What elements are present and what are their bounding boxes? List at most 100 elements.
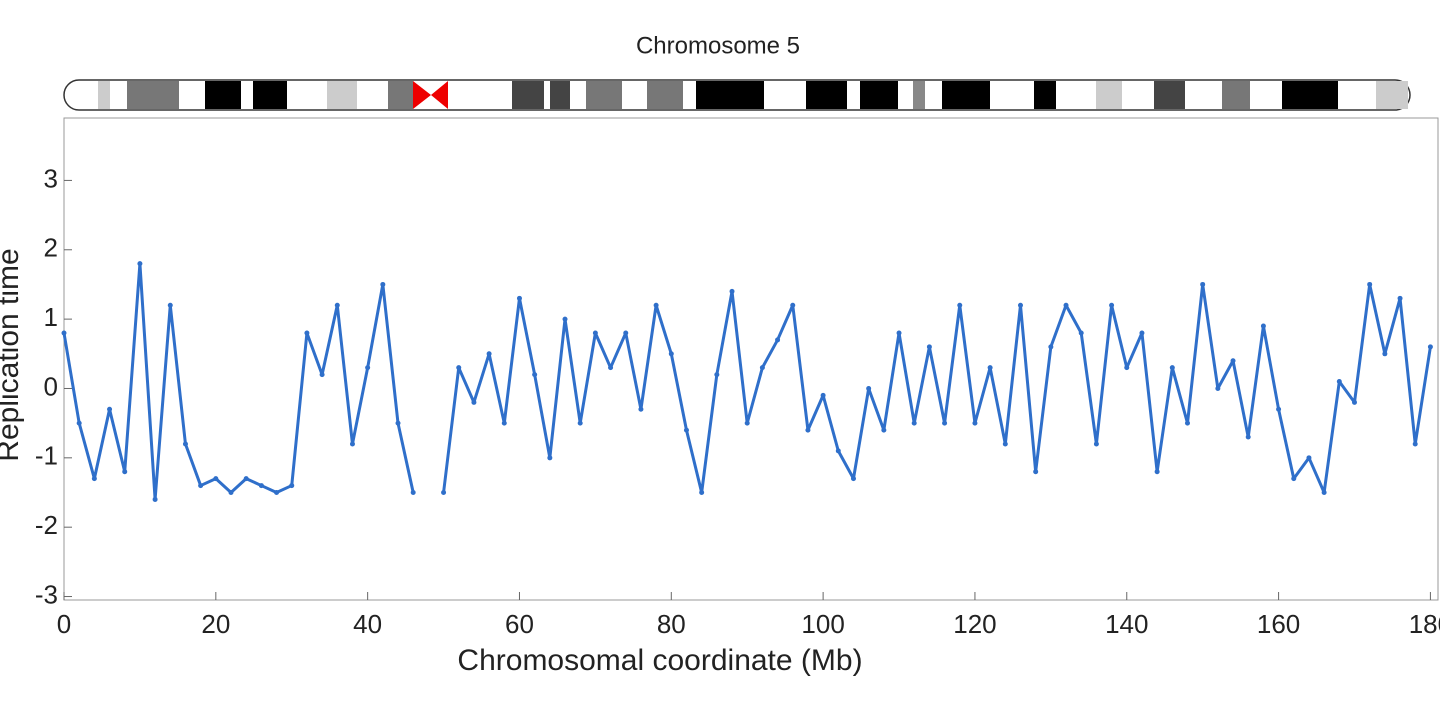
data-point: [653, 302, 659, 308]
data-line: [442, 282, 1432, 495]
data-line: [62, 262, 415, 501]
data-point: [1351, 399, 1357, 405]
x-tick-label: 140: [1105, 609, 1148, 639]
data-point: [456, 365, 462, 371]
data-point: [107, 406, 113, 412]
data-point: [775, 337, 781, 343]
data-point: [486, 351, 492, 357]
data-point: [1109, 302, 1115, 308]
y-tick-label: -2: [35, 510, 58, 540]
data-point: [1200, 281, 1206, 287]
data-point: [1063, 302, 1069, 308]
data-point: [1230, 358, 1236, 364]
data-point: [441, 490, 447, 496]
data-point: [668, 351, 674, 357]
data-point: [167, 302, 173, 308]
data-point: [410, 490, 416, 496]
data-point: [1154, 469, 1160, 475]
data-point: [274, 490, 280, 496]
chart-title: Chromosome 5: [636, 32, 800, 59]
data-point: [638, 406, 644, 412]
data-point: [1033, 469, 1039, 475]
data-point: [380, 281, 386, 287]
data-point: [289, 483, 295, 489]
data-point: [365, 365, 371, 371]
data-point: [729, 288, 735, 294]
data-point: [1048, 344, 1054, 350]
y-tick-label: 0: [44, 371, 58, 401]
data-point: [243, 476, 249, 482]
x-tick-label: 80: [657, 609, 686, 639]
data-point: [835, 448, 841, 454]
data-point: [881, 427, 887, 433]
ideogram: [63, 79, 1411, 111]
data-point: [152, 496, 158, 502]
data-point: [820, 392, 826, 398]
y-tick-label: 1: [44, 302, 58, 332]
x-axis-label: Chromosomal coordinate (Mb): [457, 644, 862, 677]
data-point: [714, 372, 720, 378]
x-tick-label: 120: [953, 609, 996, 639]
data-point: [1291, 476, 1297, 482]
data-point: [911, 420, 917, 426]
data-point: [577, 420, 583, 426]
data-point: [137, 261, 143, 267]
y-tick-label: -3: [35, 579, 58, 609]
data-point: [182, 441, 188, 447]
data-point: [1306, 455, 1312, 461]
x-tick-label: 0: [57, 609, 71, 639]
data-point: [1427, 344, 1433, 350]
y-tick-label: -1: [35, 441, 58, 471]
data-point: [1078, 330, 1084, 336]
data-point: [319, 372, 325, 378]
data-point: [744, 420, 750, 426]
data-point: [258, 483, 264, 489]
data-point: [1093, 441, 1099, 447]
data-point: [850, 476, 856, 482]
data-point: [334, 302, 340, 308]
data-point: [1017, 302, 1023, 308]
data-point: [1184, 420, 1190, 426]
data-point: [1002, 441, 1008, 447]
data-point: [471, 399, 477, 405]
data-point: [1321, 490, 1327, 496]
data-point: [1169, 365, 1175, 371]
data-point: [1382, 351, 1388, 357]
data-point: [957, 302, 963, 308]
bands: [98, 81, 1408, 109]
data-point: [76, 420, 82, 426]
data-point: [623, 330, 629, 336]
data-point: [699, 490, 705, 496]
data-point: [562, 316, 568, 322]
data-point: [61, 330, 67, 336]
data-point: [987, 365, 993, 371]
data-point: [896, 330, 902, 336]
data-point: [866, 385, 872, 391]
data-point: [1260, 323, 1266, 329]
data-point: [1367, 281, 1373, 287]
x-tick-label: 40: [353, 609, 382, 639]
data-point: [304, 330, 310, 336]
data-point: [228, 490, 234, 496]
data-point: [547, 455, 553, 461]
data-point: [516, 295, 522, 301]
x-tick-label: 160: [1257, 609, 1300, 639]
data-point: [1139, 330, 1145, 336]
y-axis-label: Replication time: [0, 248, 25, 461]
x-tick-label: 20: [201, 609, 230, 639]
data-point: [91, 476, 97, 482]
data-point: [759, 365, 765, 371]
data-point: [1245, 434, 1251, 440]
data-point: [926, 344, 932, 350]
data-point: [1397, 295, 1403, 301]
data-point: [592, 330, 598, 336]
data-point: [1336, 379, 1342, 385]
x-tick-label: 180: [1409, 609, 1440, 639]
data-point: [1124, 365, 1130, 371]
plot-frame: [63, 117, 1439, 601]
data-point: [790, 302, 796, 308]
y-tick-label: 2: [44, 233, 58, 263]
data-point: [198, 483, 204, 489]
data-point: [395, 420, 401, 426]
data-point: [501, 420, 507, 426]
